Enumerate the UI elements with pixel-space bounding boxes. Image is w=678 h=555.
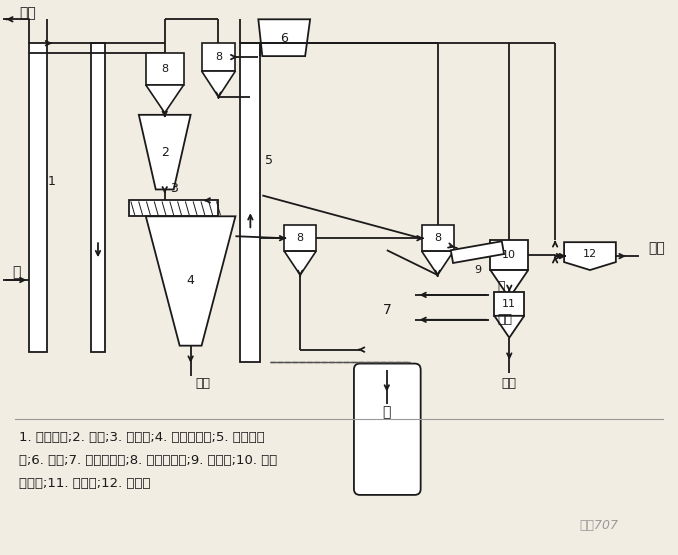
Text: 4: 4: [186, 275, 195, 287]
Polygon shape: [201, 71, 235, 97]
Polygon shape: [146, 85, 184, 113]
Text: 灰: 灰: [382, 405, 391, 420]
Text: 10: 10: [502, 250, 517, 260]
Text: 9: 9: [474, 265, 481, 275]
Text: 8: 8: [161, 64, 168, 74]
Text: 煤气: 煤气: [649, 241, 666, 255]
Bar: [129, 200, 218, 216]
Bar: [146, 53, 184, 85]
Text: 煤: 煤: [498, 280, 505, 294]
Polygon shape: [451, 241, 504, 263]
Text: 8: 8: [434, 233, 441, 243]
Text: 5: 5: [265, 154, 273, 167]
Bar: [422, 225, 454, 251]
Bar: [284, 225, 316, 251]
Polygon shape: [494, 316, 524, 337]
Text: 1: 1: [47, 175, 55, 189]
Bar: [201, 43, 235, 71]
Text: 8: 8: [296, 233, 304, 243]
Text: 1. 煤提升管;2. 焦仓;3. 混合器;4. 热解反应器;5. 半焦提升
管;6. 焦仓;7. 流化床锅炉;8. 旋风分离器;9. 洗涤器;10. 气液
分离: 1. 煤提升管;2. 焦仓;3. 混合器;4. 热解反应器;5. 半焦提升 管;…: [19, 431, 277, 490]
Polygon shape: [146, 216, 235, 346]
Polygon shape: [258, 19, 310, 56]
Polygon shape: [564, 242, 616, 270]
Text: 8: 8: [215, 52, 222, 62]
Bar: [494, 292, 524, 316]
Bar: [91, 43, 105, 352]
Text: 12: 12: [583, 249, 597, 259]
Polygon shape: [490, 270, 528, 298]
Text: 半焦: 半焦: [195, 377, 211, 390]
Bar: [241, 43, 260, 361]
Text: 2: 2: [161, 145, 169, 159]
Text: 焦油: 焦油: [502, 377, 517, 390]
Bar: [490, 240, 528, 270]
Text: 3: 3: [170, 182, 178, 195]
Polygon shape: [139, 115, 191, 189]
Text: 6: 6: [280, 32, 288, 45]
Bar: [29, 43, 47, 352]
Text: 化工707: 化工707: [579, 519, 618, 532]
Text: 空气: 空气: [498, 313, 513, 326]
Text: 煤: 煤: [12, 265, 20, 279]
FancyBboxPatch shape: [354, 364, 420, 495]
Polygon shape: [422, 251, 454, 275]
Polygon shape: [284, 251, 316, 275]
Text: 7: 7: [382, 303, 391, 317]
Text: 烟气: 烟气: [19, 6, 36, 21]
Text: 11: 11: [502, 299, 517, 309]
